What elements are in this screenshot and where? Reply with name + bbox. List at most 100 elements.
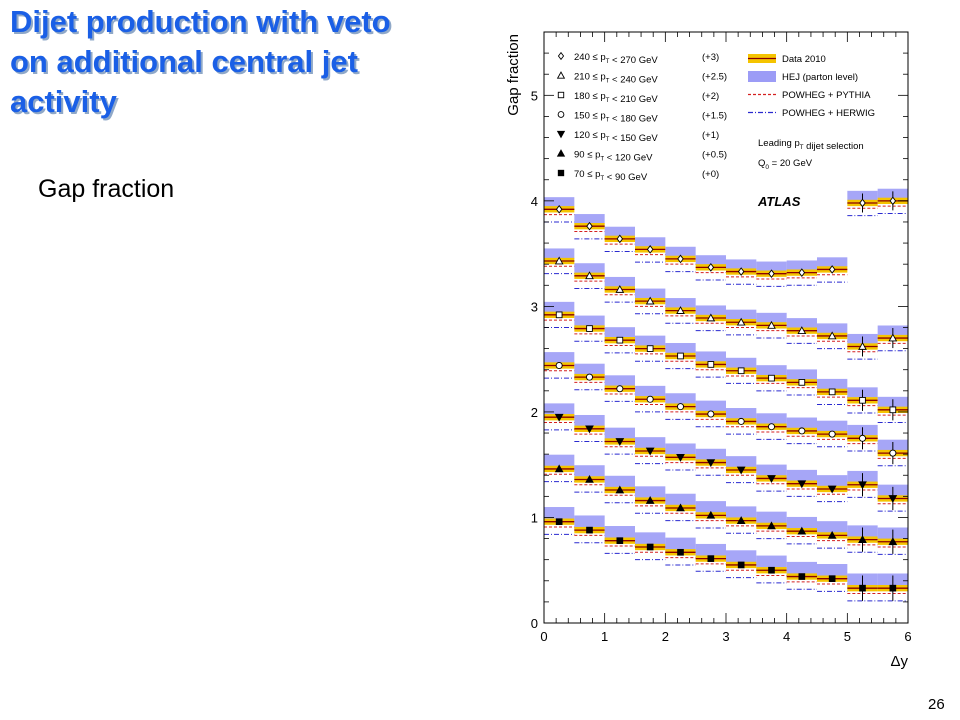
legend-model-label: POWHEG + PYTHIA (782, 90, 871, 101)
data-point (737, 417, 745, 425)
legend-series-label: 180 ≤ pT < 210 GeV (574, 91, 658, 105)
hej-band (665, 298, 696, 309)
data-point (827, 485, 837, 494)
legend-marker (556, 130, 566, 139)
y-tick-label: 5 (531, 88, 538, 103)
data-point (768, 566, 775, 574)
hej-band (817, 378, 848, 391)
hej-band (756, 413, 787, 426)
x-tick-label: 6 (904, 629, 911, 644)
hej-band (756, 312, 787, 324)
data-point (888, 333, 898, 342)
hej-band (635, 385, 666, 398)
data-point (827, 530, 837, 539)
hej-band (544, 352, 575, 365)
data-point (585, 474, 594, 483)
hej-band (635, 486, 666, 501)
hej-band (574, 315, 605, 327)
data-point (676, 403, 685, 411)
slide-title: Dijet production with veto on additional… (10, 2, 480, 122)
data-point (798, 573, 806, 580)
data-point (645, 496, 655, 504)
data-point (646, 245, 654, 254)
title-line: activity (10, 84, 117, 119)
hej-band (726, 259, 757, 269)
hej-band (544, 507, 575, 522)
data-point (646, 543, 654, 551)
data-point (586, 221, 593, 231)
hej-band (635, 237, 666, 247)
legend-series-offset: (+2.5) (702, 72, 727, 83)
hej-band (574, 214, 605, 224)
data-point (616, 385, 624, 393)
hej-band (756, 511, 787, 526)
x-tick-label: 2 (662, 629, 669, 644)
data-point (555, 204, 563, 214)
hej-band (817, 475, 848, 489)
hej-band (786, 417, 817, 430)
hej-band (756, 555, 787, 571)
legend-marker (557, 91, 565, 99)
y-tick-label: 1 (531, 510, 538, 525)
hej-band (726, 357, 757, 369)
hej-band (604, 475, 635, 490)
data-point (859, 198, 866, 208)
data-point (828, 575, 836, 583)
legend-series-label: 120 ≤ pT < 150 GeV (574, 130, 658, 144)
hej-band (574, 414, 605, 428)
hej-band (726, 309, 757, 321)
legend-series-label: 70 ≤ pT < 90 GeV (574, 169, 648, 183)
hej-band (817, 420, 848, 433)
data-point (767, 475, 776, 483)
hej-band (786, 561, 817, 577)
data-point (828, 265, 836, 274)
y-tick-label: 2 (531, 405, 538, 420)
data-point (645, 447, 655, 456)
data-point (554, 464, 564, 473)
data-point (858, 434, 867, 442)
hej-band (604, 276, 635, 288)
data-point (828, 388, 836, 396)
y-tick-label: 0 (531, 616, 538, 631)
hej-band (544, 301, 575, 314)
hej-band (604, 427, 635, 441)
hej-band (635, 532, 666, 547)
cutoff-label: Q0 = 20 GeV (758, 158, 813, 171)
data-point (767, 320, 776, 329)
hej-band (786, 260, 817, 270)
hej-band (756, 261, 787, 272)
gap-fraction-chart: 0 1 2 3 4 5 6 0 1 2 3 4 5 Δy Gap fraction 240 ≤ pT < 27… (505, 31, 912, 670)
data-point (828, 430, 836, 438)
hej-band (817, 257, 848, 267)
hej-band (544, 454, 575, 469)
legend-marker (556, 149, 566, 157)
y-tick-label: 4 (531, 194, 538, 209)
data-point (737, 561, 745, 569)
legend-series-offset: (+0) (702, 169, 719, 180)
data-point (767, 521, 776, 530)
hej-band (635, 288, 666, 299)
data-point (736, 466, 746, 475)
hej-band (756, 464, 787, 478)
hej-band (665, 393, 696, 406)
x-tick-label: 0 (540, 629, 547, 644)
legend-marker (557, 111, 565, 118)
data-point (707, 361, 715, 368)
hej-band (574, 515, 605, 531)
legend-model-label: HEJ (parton level) (782, 72, 858, 83)
hej-band (604, 526, 635, 541)
title-line: on additional central jet (10, 44, 358, 79)
data-point (706, 313, 716, 322)
legend-series-label: 90 ≤ pT < 120 GeV (574, 150, 653, 164)
legend-marker (557, 169, 565, 177)
data-point (706, 459, 716, 468)
hej-band (665, 537, 696, 553)
data-point (677, 352, 684, 360)
hej-band (817, 323, 848, 334)
data-point (859, 584, 866, 592)
data-point (677, 548, 684, 556)
data-point (858, 481, 867, 490)
x-tick-label: 5 (844, 629, 851, 644)
data-point (768, 374, 775, 382)
data-point (797, 526, 807, 535)
